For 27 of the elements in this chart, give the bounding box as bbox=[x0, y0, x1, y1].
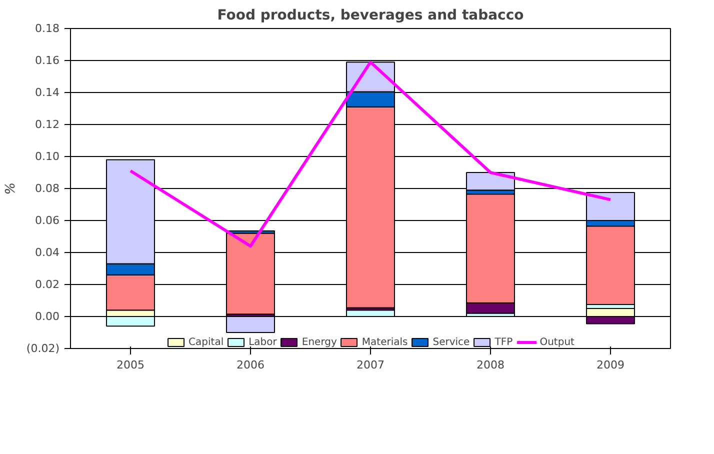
y-tick-label: 0.12 bbox=[35, 118, 60, 131]
y-tick-label: 0.06 bbox=[35, 214, 60, 227]
y-tick-label: 0.10 bbox=[35, 150, 60, 163]
x-tick-label: 2009 bbox=[596, 358, 625, 372]
y-tick-label: 0.04 bbox=[35, 246, 60, 259]
x-tick-label: 2008 bbox=[476, 358, 505, 372]
legend-label: Service bbox=[432, 336, 470, 348]
y-tick-label: 0.14 bbox=[35, 86, 60, 99]
bar bbox=[466, 172, 515, 191]
legend-label: Capital bbox=[188, 336, 224, 348]
legend-label: Output bbox=[540, 336, 574, 348]
y-tick-label: 0.00 bbox=[35, 310, 60, 323]
y-tick-label: 0.02 bbox=[35, 278, 60, 291]
chart-title: Food products, beverages and tabacco bbox=[217, 8, 524, 24]
legend-label: TFP bbox=[494, 336, 514, 348]
x-tick-label: 2007 bbox=[356, 358, 385, 372]
y-tick-label: 0.08 bbox=[35, 182, 60, 195]
x-tick-label: 2006 bbox=[236, 358, 265, 372]
legend-label: Materials bbox=[362, 336, 408, 348]
x-tick-label: 2005 bbox=[116, 358, 145, 372]
y-tick-label: 0.18 bbox=[35, 22, 60, 35]
y-tick-label: 0.16 bbox=[35, 54, 60, 67]
y-tick-label: (0.02) bbox=[26, 342, 60, 355]
legend-label: Energy bbox=[302, 336, 337, 348]
line-series bbox=[129, 60, 612, 248]
legend-label: Labor bbox=[248, 336, 277, 348]
y-axis-title: % bbox=[3, 182, 18, 195]
